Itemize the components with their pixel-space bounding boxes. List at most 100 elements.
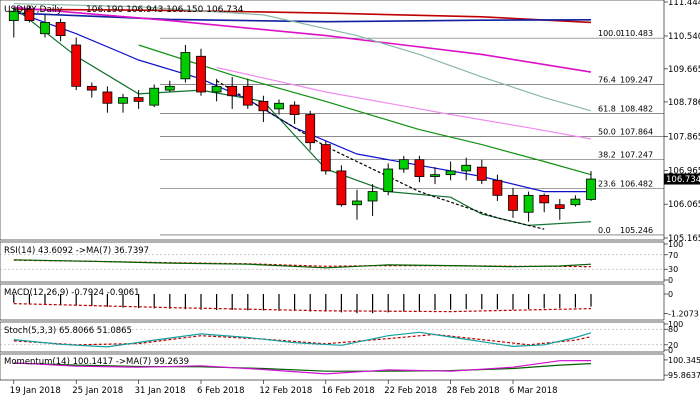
candle <box>523 191 534 222</box>
candle <box>118 93 128 113</box>
axis-tick-label: 30 <box>668 265 678 274</box>
candle-up <box>8 10 19 21</box>
candle-down <box>24 8 35 21</box>
price-tick-label: 110.540 <box>668 32 700 42</box>
candle-up <box>118 97 128 104</box>
candle <box>211 78 222 102</box>
instrument-label: USDJPY,Daily <box>4 5 63 15</box>
candle <box>336 165 347 207</box>
momentum-label: Momentum(14) 100.1417 ->MA(7) 99.2639 <box>4 357 189 367</box>
candle-down <box>242 85 253 106</box>
date-tick-label: 6 Mar 2018 <box>509 386 557 396</box>
axis-tick-label: 100 <box>668 240 683 249</box>
fib-price-label: 105.246 <box>620 226 653 235</box>
date-tick-label: 19 Jan 2018 <box>10 386 61 396</box>
ma-line <box>13 8 592 24</box>
candle <box>258 95 269 123</box>
candle-up <box>570 198 581 206</box>
rsi-pane[interactable]: RSI(14) 43.6092 ->MA(7) 36.7397 100 70 30 0 <box>0 240 683 285</box>
ma-line <box>216 66 592 140</box>
price-pane[interactable]: 100.0 110.483 76.4 109.247 61.8 108.482 50.0 10… <box>0 0 700 244</box>
candle-up <box>586 178 596 200</box>
candle <box>289 101 300 124</box>
rsi-axis: 100 70 30 0 <box>664 240 683 285</box>
price-tick-label: 106.965 <box>668 166 700 176</box>
stoch-k-line <box>13 331 592 348</box>
price-tick-label: 106.065 <box>668 200 700 210</box>
fib-level-label: 50.0 <box>598 128 616 137</box>
candle <box>445 161 456 181</box>
ma-line <box>13 12 592 23</box>
candle-down <box>305 114 316 144</box>
fib-price-label: 107.247 <box>620 151 653 160</box>
candle-down <box>476 166 487 181</box>
price-axis: 111.444 110.540 109.665 108.786 107.865 106.9… <box>664 0 700 244</box>
price-pane-frame <box>0 0 665 241</box>
candle-down <box>86 85 97 91</box>
date-tick-label: 6 Feb 2018 <box>197 386 245 396</box>
candle-up <box>523 194 534 213</box>
ma-line <box>13 3 592 112</box>
date-tick-label: 25 Jan 2018 <box>72 386 123 396</box>
candle <box>492 174 503 201</box>
fib-price-label: 109.247 <box>620 76 653 85</box>
fib-level-label: 100.0 <box>598 29 621 38</box>
candle <box>430 167 440 185</box>
candle-up <box>164 85 175 91</box>
candle <box>274 99 284 115</box>
candle <box>586 171 596 201</box>
candle <box>86 82 97 98</box>
fib-level-label: 76.4 <box>598 76 616 85</box>
candle <box>476 159 487 185</box>
candle-up <box>461 164 472 172</box>
candle-down <box>196 55 206 93</box>
fib-level-label: 0.0 <box>598 226 611 235</box>
price-tick-label: 109.665 <box>668 65 700 75</box>
rsi-label: RSI(14) 43.6092 ->MA(7) 36.7397 <box>4 246 149 256</box>
candle <box>461 157 472 181</box>
candle-up <box>430 174 440 177</box>
candle-up <box>445 170 456 176</box>
candle <box>180 44 191 83</box>
axis-tick-label: 95.8637 <box>668 371 700 380</box>
macd-signal-line <box>13 303 592 313</box>
candle-down <box>492 179 503 196</box>
date-tick-label: 16 Feb 2018 <box>322 386 375 396</box>
candle <box>508 187 518 218</box>
moving-averages <box>13 3 592 230</box>
candle-up <box>180 52 191 80</box>
candle <box>164 80 175 92</box>
candle-down <box>554 204 565 209</box>
macd-pane[interactable]: MACD(12,26,9) -0.7924 -0.9061 0 -1.2073 <box>0 283 699 321</box>
candle <box>320 140 331 175</box>
candle <box>414 155 425 183</box>
momentum-ma-line <box>13 362 592 372</box>
candle <box>367 184 378 217</box>
price-tick-label: 107.865 <box>668 133 700 143</box>
price-tick-label: 105.165 <box>668 234 700 244</box>
momentum-line <box>13 360 592 375</box>
axis-tick-label: 100.3454 <box>668 356 700 365</box>
candle-down <box>414 159 425 177</box>
candle <box>149 84 160 108</box>
candle-up <box>211 85 222 93</box>
candle <box>133 90 144 109</box>
candle-down <box>508 194 518 211</box>
momentum-lines <box>13 360 592 375</box>
candle-down <box>289 104 300 115</box>
rsi-lines <box>0 254 664 270</box>
candle <box>24 5 35 23</box>
candle <box>352 189 362 220</box>
date-tick-label: 28 Feb 2018 <box>447 386 500 396</box>
macd-histogram <box>13 294 592 314</box>
momentum-pane[interactable]: Momentum(14) 100.1417 ->MA(7) 99.2639 10… <box>0 353 700 381</box>
axis-tick-label: 0 <box>668 276 673 285</box>
axis-tick-label: 100 <box>668 320 683 329</box>
ma-line <box>13 6 592 73</box>
candle <box>40 14 50 38</box>
candle-down <box>320 144 331 172</box>
fib-price-label: 107.864 <box>620 128 653 137</box>
